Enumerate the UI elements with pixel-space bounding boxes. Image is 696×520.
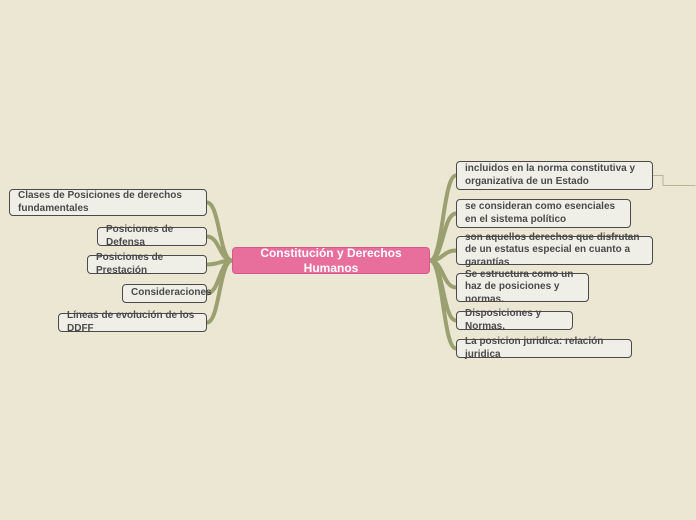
right-child-1: se consideran como esenciales en el sist… xyxy=(456,199,631,228)
left-child-1-label: Posiciones de Defensa xyxy=(106,224,198,249)
right-child-5: La posicion juridica: relación juridica xyxy=(456,339,632,358)
left-child-0: Clases de Posiciones de derechos fundame… xyxy=(9,189,207,216)
left-child-2-label: Posiciones de Prestación xyxy=(96,252,198,277)
right-child-3: Se estructura como un haz de posiciones … xyxy=(456,273,589,302)
right-child-2-label: son aquellos derechos que disfrutan de u… xyxy=(465,232,644,270)
right-child-0-label: incluidos en la norma constitutiva y org… xyxy=(465,163,644,188)
central-node-label: Constitución y Derechos Humanos xyxy=(241,246,421,276)
right-child-3-label: Se estructura como un haz de posiciones … xyxy=(465,269,580,307)
left-child-1: Posiciones de Defensa xyxy=(97,227,207,246)
left-child-4-label: Líneas de evolución de los DDFF xyxy=(67,310,198,335)
left-child-3-label: Consideraciones xyxy=(131,287,212,300)
right-child-5-label: La posicion juridica: relación juridica xyxy=(465,336,623,361)
right-child-4-label: Disposiciones y Normas. xyxy=(465,308,564,333)
right-child-0: incluidos en la norma constitutiva y org… xyxy=(456,161,653,190)
central-node: Constitución y Derechos Humanos xyxy=(232,247,430,274)
right-child-4: Disposiciones y Normas. xyxy=(456,311,573,330)
left-child-2: Posiciones de Prestación xyxy=(87,255,207,274)
left-child-0-label: Clases de Posiciones de derechos fundame… xyxy=(18,190,198,215)
right-child-2: son aquellos derechos que disfrutan de u… xyxy=(456,236,653,265)
left-child-3: Consideraciones xyxy=(122,284,207,303)
left-child-4: Líneas de evolución de los DDFF xyxy=(58,313,207,332)
right-child-1-label: se consideran como esenciales en el sist… xyxy=(465,201,622,226)
mindmap-canvas: Constitución y Derechos Humanos incluidos… xyxy=(0,0,696,520)
